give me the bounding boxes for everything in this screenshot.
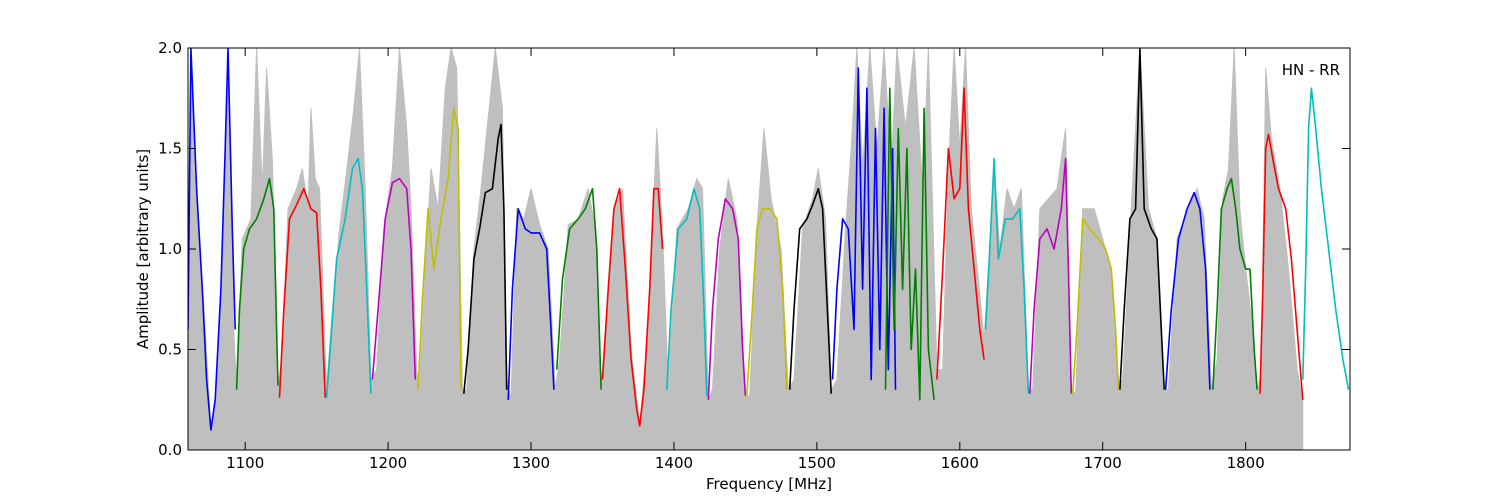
series-line-5 xyxy=(371,177,417,380)
series-line-12 xyxy=(707,198,747,400)
series-line-14 xyxy=(788,187,832,394)
x-tick-label: 1300 xyxy=(512,454,550,472)
y-tick-label: 2.0 xyxy=(158,39,182,57)
series-line-7 xyxy=(463,123,508,394)
series-line-21 xyxy=(1119,48,1165,390)
x-axis-label: Frequency [MHz] xyxy=(706,475,832,493)
x-tick-label: 1400 xyxy=(655,454,693,472)
series-line-25 xyxy=(1302,87,1350,390)
y-tick-label: 0.5 xyxy=(158,341,182,359)
x-tick-label: 1200 xyxy=(369,454,407,472)
series-line-18 xyxy=(984,157,1030,394)
y-tick-label: 1.0 xyxy=(158,240,182,258)
x-tick-label: 1700 xyxy=(1084,454,1122,472)
series-line-2 xyxy=(235,177,279,390)
series-line-24 xyxy=(1259,133,1304,400)
series-line-8 xyxy=(507,208,555,400)
y-tick-label: 0.0 xyxy=(158,441,182,459)
series-line-19 xyxy=(1029,157,1073,394)
x-tick-label: 1600 xyxy=(941,454,979,472)
series-line-13 xyxy=(746,208,788,396)
series-line-1 xyxy=(188,48,236,431)
series-line-20 xyxy=(1071,218,1120,394)
y-axis-label: Amplitude [arbitrary units] xyxy=(134,149,152,349)
series-line-16 xyxy=(884,87,935,401)
series-line-23 xyxy=(1212,177,1258,390)
series-line-3 xyxy=(278,187,326,398)
y-tick-label: 1.5 xyxy=(158,140,182,158)
annotation-label: HN - RR xyxy=(1282,61,1340,79)
series-line-11 xyxy=(666,187,708,396)
series-line-17 xyxy=(936,87,985,380)
series-line-6 xyxy=(417,107,462,390)
x-tick-label: 1500 xyxy=(798,454,836,472)
series-line-9 xyxy=(556,187,602,390)
x-tick-label: 1800 xyxy=(1227,454,1265,472)
x-tick-label: 1100 xyxy=(226,454,264,472)
background-envelope xyxy=(188,48,1304,450)
series-line-22 xyxy=(1164,191,1211,390)
series-line-10 xyxy=(601,187,664,427)
series-line-4 xyxy=(325,157,372,398)
